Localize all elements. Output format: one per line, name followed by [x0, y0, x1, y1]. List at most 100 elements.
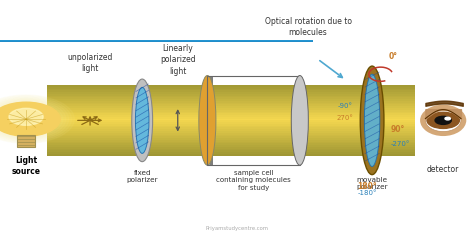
- FancyBboxPatch shape: [47, 126, 415, 127]
- FancyBboxPatch shape: [0, 41, 313, 42]
- FancyBboxPatch shape: [0, 40, 313, 41]
- FancyBboxPatch shape: [209, 76, 211, 165]
- FancyBboxPatch shape: [0, 40, 313, 42]
- Circle shape: [0, 101, 63, 138]
- FancyBboxPatch shape: [47, 85, 415, 87]
- FancyBboxPatch shape: [210, 76, 213, 165]
- Text: 0°: 0°: [389, 52, 398, 61]
- FancyBboxPatch shape: [0, 41, 313, 42]
- Text: 270°: 270°: [336, 115, 353, 121]
- Circle shape: [445, 117, 450, 120]
- FancyBboxPatch shape: [47, 112, 415, 113]
- FancyBboxPatch shape: [0, 41, 313, 42]
- Ellipse shape: [199, 76, 216, 165]
- FancyBboxPatch shape: [0, 41, 313, 42]
- Ellipse shape: [420, 105, 466, 136]
- FancyBboxPatch shape: [0, 40, 313, 41]
- FancyBboxPatch shape: [47, 131, 415, 133]
- FancyBboxPatch shape: [210, 76, 213, 165]
- Circle shape: [9, 108, 43, 125]
- Text: -90°: -90°: [338, 103, 353, 109]
- FancyBboxPatch shape: [0, 40, 313, 42]
- FancyBboxPatch shape: [210, 76, 213, 165]
- FancyBboxPatch shape: [47, 94, 415, 96]
- FancyBboxPatch shape: [210, 76, 213, 165]
- FancyBboxPatch shape: [0, 41, 313, 42]
- FancyBboxPatch shape: [0, 41, 313, 42]
- FancyBboxPatch shape: [0, 41, 313, 42]
- Ellipse shape: [365, 74, 380, 167]
- FancyBboxPatch shape: [0, 40, 313, 41]
- Circle shape: [0, 97, 72, 142]
- FancyBboxPatch shape: [47, 104, 415, 106]
- FancyBboxPatch shape: [47, 110, 415, 111]
- FancyBboxPatch shape: [47, 108, 415, 110]
- FancyBboxPatch shape: [47, 90, 415, 92]
- FancyBboxPatch shape: [207, 76, 210, 165]
- Text: fixed
polarizer: fixed polarizer: [127, 170, 158, 183]
- FancyBboxPatch shape: [209, 76, 212, 165]
- FancyBboxPatch shape: [47, 96, 415, 97]
- FancyBboxPatch shape: [0, 40, 313, 41]
- FancyBboxPatch shape: [47, 87, 415, 88]
- FancyBboxPatch shape: [0, 40, 313, 41]
- FancyBboxPatch shape: [209, 76, 212, 165]
- FancyBboxPatch shape: [0, 40, 313, 42]
- FancyBboxPatch shape: [0, 40, 313, 42]
- FancyBboxPatch shape: [47, 122, 415, 124]
- FancyBboxPatch shape: [47, 85, 415, 156]
- Text: -270°: -270°: [391, 141, 410, 147]
- FancyBboxPatch shape: [210, 76, 213, 165]
- Ellipse shape: [425, 109, 461, 132]
- Text: 180°: 180°: [357, 182, 377, 191]
- FancyBboxPatch shape: [47, 133, 415, 135]
- FancyBboxPatch shape: [47, 147, 415, 149]
- FancyBboxPatch shape: [0, 40, 313, 42]
- FancyBboxPatch shape: [209, 76, 212, 165]
- FancyBboxPatch shape: [47, 142, 415, 143]
- FancyBboxPatch shape: [210, 76, 212, 165]
- Text: Instrumentation of polarimetry: Instrumentation of polarimetry: [5, 15, 262, 30]
- FancyBboxPatch shape: [47, 92, 415, 94]
- FancyBboxPatch shape: [47, 99, 415, 101]
- FancyBboxPatch shape: [208, 76, 211, 165]
- FancyBboxPatch shape: [47, 129, 415, 131]
- FancyBboxPatch shape: [0, 41, 313, 42]
- Text: movable
polarizer: movable polarizer: [356, 177, 388, 190]
- FancyBboxPatch shape: [0, 41, 313, 42]
- Text: Linearly
polarized
light: Linearly polarized light: [160, 44, 196, 76]
- FancyBboxPatch shape: [208, 76, 211, 165]
- Circle shape: [0, 98, 69, 140]
- FancyBboxPatch shape: [47, 97, 415, 99]
- FancyBboxPatch shape: [0, 41, 313, 42]
- Ellipse shape: [136, 87, 149, 153]
- FancyBboxPatch shape: [0, 41, 313, 42]
- Circle shape: [435, 116, 451, 124]
- FancyBboxPatch shape: [47, 151, 415, 152]
- FancyBboxPatch shape: [47, 140, 415, 142]
- FancyBboxPatch shape: [47, 135, 415, 136]
- FancyBboxPatch shape: [210, 76, 213, 165]
- FancyBboxPatch shape: [210, 76, 212, 165]
- FancyBboxPatch shape: [47, 101, 415, 103]
- FancyBboxPatch shape: [47, 117, 415, 118]
- Ellipse shape: [360, 66, 384, 175]
- FancyBboxPatch shape: [210, 76, 213, 165]
- FancyBboxPatch shape: [47, 143, 415, 145]
- FancyBboxPatch shape: [208, 76, 211, 165]
- FancyBboxPatch shape: [47, 145, 415, 147]
- FancyBboxPatch shape: [47, 152, 415, 154]
- FancyBboxPatch shape: [209, 76, 212, 165]
- FancyBboxPatch shape: [47, 136, 415, 138]
- Ellipse shape: [132, 79, 153, 162]
- Text: unpolarized
light: unpolarized light: [67, 53, 113, 73]
- FancyBboxPatch shape: [0, 40, 313, 42]
- FancyBboxPatch shape: [47, 115, 415, 117]
- FancyBboxPatch shape: [210, 76, 213, 165]
- FancyBboxPatch shape: [208, 76, 211, 165]
- FancyBboxPatch shape: [0, 41, 313, 42]
- FancyBboxPatch shape: [209, 76, 211, 165]
- Text: -180°: -180°: [357, 190, 377, 196]
- FancyBboxPatch shape: [208, 76, 211, 165]
- FancyBboxPatch shape: [47, 103, 415, 104]
